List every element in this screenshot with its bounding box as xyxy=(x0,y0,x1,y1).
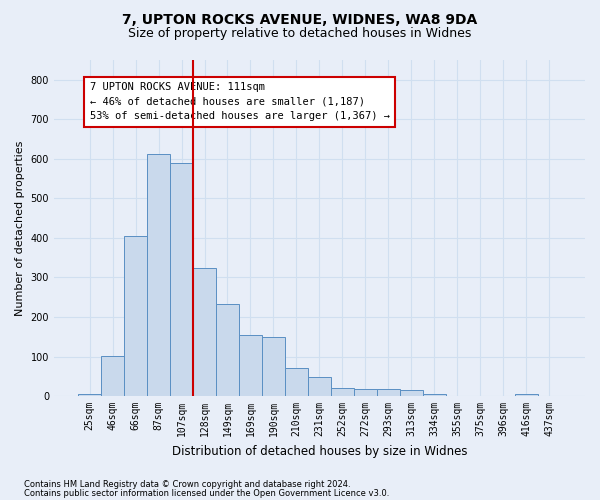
X-axis label: Distribution of detached houses by size in Widnes: Distribution of detached houses by size … xyxy=(172,444,467,458)
Bar xyxy=(515,394,538,396)
Bar xyxy=(331,388,354,396)
Bar xyxy=(216,304,239,396)
Bar xyxy=(124,236,147,396)
Bar xyxy=(101,356,124,396)
Bar xyxy=(308,378,331,396)
Text: 7 UPTON ROCKS AVENUE: 111sqm
← 46% of detached houses are smaller (1,187)
53% of: 7 UPTON ROCKS AVENUE: 111sqm ← 46% of de… xyxy=(89,82,389,122)
Bar xyxy=(78,394,101,396)
Bar xyxy=(377,389,400,396)
Bar xyxy=(400,390,423,396)
Bar xyxy=(239,335,262,396)
Bar xyxy=(285,368,308,396)
Text: 7, UPTON ROCKS AVENUE, WIDNES, WA8 9DA: 7, UPTON ROCKS AVENUE, WIDNES, WA8 9DA xyxy=(122,12,478,26)
Bar xyxy=(170,163,193,396)
Text: Contains HM Land Registry data © Crown copyright and database right 2024.: Contains HM Land Registry data © Crown c… xyxy=(24,480,350,489)
Bar xyxy=(193,268,216,396)
Bar xyxy=(147,154,170,396)
Bar xyxy=(423,394,446,396)
Text: Size of property relative to detached houses in Widnes: Size of property relative to detached ho… xyxy=(128,28,472,40)
Bar xyxy=(354,389,377,396)
Text: Contains public sector information licensed under the Open Government Licence v3: Contains public sector information licen… xyxy=(24,488,389,498)
Y-axis label: Number of detached properties: Number of detached properties xyxy=(15,140,25,316)
Bar xyxy=(262,337,285,396)
